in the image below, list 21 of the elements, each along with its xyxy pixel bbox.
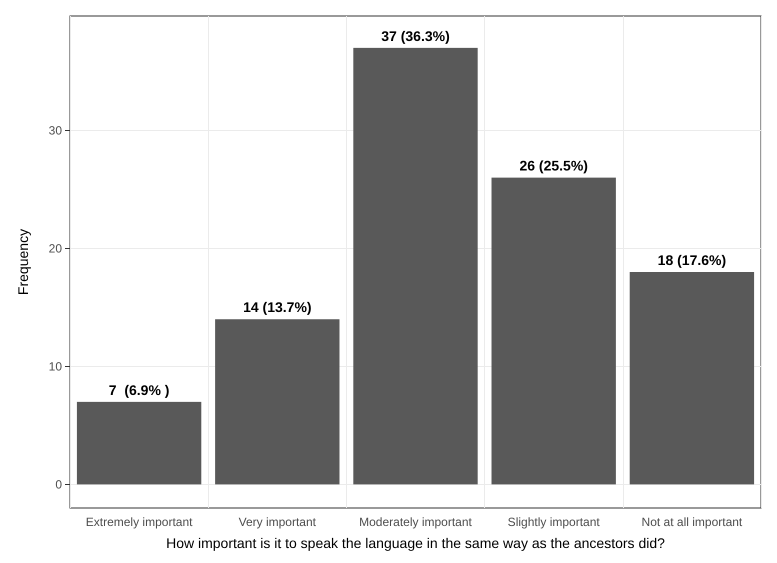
data-label: 14 (13.7%) xyxy=(243,299,312,316)
bar xyxy=(630,272,754,484)
bar xyxy=(215,319,340,484)
y-axis-title: Frequency xyxy=(15,228,31,296)
bar xyxy=(353,48,478,484)
data-label: 26 (25.5%) xyxy=(519,158,588,174)
x-tick-label: Very important xyxy=(238,515,317,529)
y-tick-label: 10 xyxy=(48,359,62,374)
data-label: 18 (17.6%) xyxy=(658,252,726,268)
y-tick-label: 0 xyxy=(55,477,62,492)
data-label: 37 (36.3%) xyxy=(381,28,450,44)
y-tick-label: 20 xyxy=(48,241,62,256)
x-tick-label: Extremely important xyxy=(86,515,194,529)
bar xyxy=(492,178,616,484)
y-tick-label: 30 xyxy=(48,123,62,138)
bar xyxy=(76,402,202,484)
x-axis-title: How important is it to speak the language in the same way as the ancestors did? xyxy=(166,535,666,551)
x-tick-label: Moderately important xyxy=(359,515,473,529)
x-tick-label: Slightly important xyxy=(508,515,600,529)
data-label: 7 (6.9% ) xyxy=(108,382,170,398)
x-tick-label: Not at all important xyxy=(642,515,743,529)
